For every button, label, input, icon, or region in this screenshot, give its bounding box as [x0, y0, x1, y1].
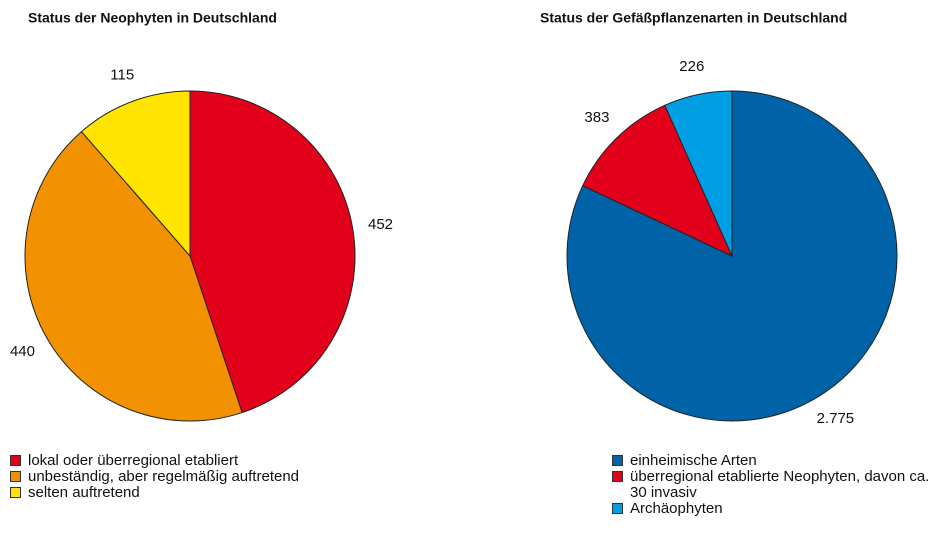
- legend-swatch: [612, 471, 623, 482]
- legend-swatch: [10, 471, 21, 482]
- legend-item: einheimische Arten: [612, 453, 937, 469]
- legend-label: lokal oder überregional etabliert: [28, 452, 239, 469]
- legend-swatch: [10, 455, 21, 466]
- legend: lokal oder überregional etabliert unbestä…: [10, 453, 410, 501]
- value-label: 226: [679, 58, 704, 75]
- pie-slice: [80, 90, 191, 258]
- chart-title: Status der Neophyten in Deutschland: [28, 10, 277, 26]
- legend-label: überregional etablierte Neophyten, davon…: [630, 468, 930, 501]
- legend-item: Archäophyten: [612, 501, 937, 517]
- pie-slice: [189, 90, 356, 414]
- value-label: 452: [368, 216, 393, 233]
- value-label: 2.775: [817, 410, 855, 427]
- legend-item: lokal oder überregional etabliert: [10, 453, 410, 469]
- legend-swatch: [10, 487, 21, 498]
- value-label: 115: [110, 66, 134, 83]
- value-label: 440: [10, 343, 35, 360]
- legend-swatch: [612, 503, 623, 514]
- legend-label: selten auftretend: [28, 484, 140, 501]
- legend-label: Archäophyten: [630, 500, 723, 517]
- legend-swatch: [612, 455, 623, 466]
- legend-label: unbeständig, aber regelmäßig auftretend: [28, 468, 300, 485]
- pie-slice: [582, 104, 734, 258]
- legend-item: selten auftretend: [10, 485, 410, 501]
- pie-slice: [664, 90, 733, 257]
- pie-slice: [24, 130, 243, 422]
- legend: einheimische Arten überregional etabliert…: [612, 453, 937, 517]
- legend-item: überregional etablierte Neophyten, davon…: [612, 469, 937, 501]
- legend-item: unbeständig, aber regelmäßig auftretend: [10, 469, 410, 485]
- legend-label: einheimische Arten: [630, 452, 757, 469]
- chart-title: Status der Gefäßpflanzenarten in Deutsch…: [540, 10, 847, 26]
- value-label: 383: [584, 109, 609, 126]
